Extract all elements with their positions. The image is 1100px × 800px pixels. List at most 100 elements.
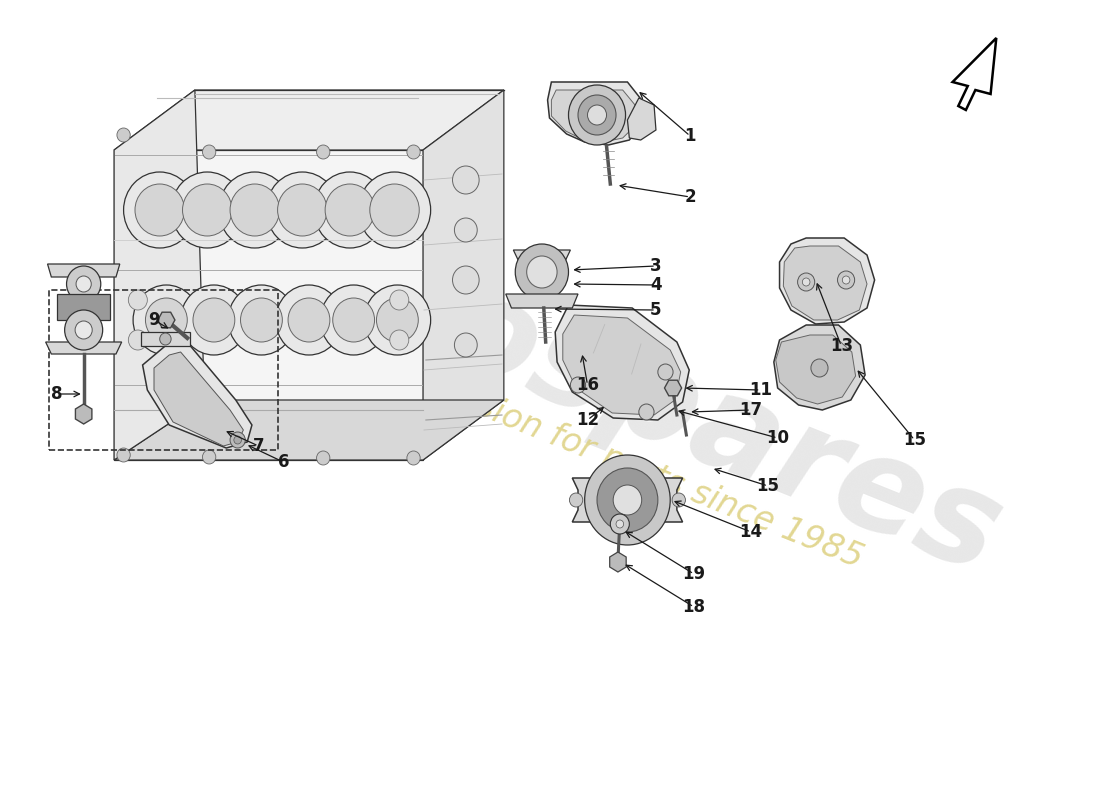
Circle shape	[454, 333, 477, 357]
Polygon shape	[114, 90, 205, 460]
Circle shape	[117, 128, 130, 142]
Circle shape	[317, 451, 330, 465]
Circle shape	[219, 172, 290, 248]
Polygon shape	[157, 312, 175, 328]
Circle shape	[277, 184, 327, 236]
Circle shape	[798, 273, 815, 291]
Polygon shape	[47, 264, 120, 277]
Circle shape	[160, 333, 172, 345]
Text: 15: 15	[903, 431, 926, 449]
Circle shape	[202, 450, 216, 464]
Circle shape	[407, 145, 420, 159]
Text: eurospares: eurospares	[198, 170, 1020, 600]
Text: 1: 1	[684, 127, 696, 145]
Text: 12: 12	[576, 411, 600, 429]
Circle shape	[76, 276, 91, 292]
Text: 13: 13	[829, 337, 852, 355]
Circle shape	[317, 145, 330, 159]
Circle shape	[266, 172, 339, 248]
Polygon shape	[154, 352, 243, 446]
Circle shape	[658, 364, 673, 380]
Polygon shape	[424, 90, 504, 460]
Polygon shape	[609, 552, 626, 572]
Circle shape	[228, 285, 295, 355]
Text: 9: 9	[148, 311, 159, 329]
Circle shape	[452, 166, 480, 194]
Text: 16: 16	[576, 376, 600, 394]
Circle shape	[314, 172, 386, 248]
Text: 17: 17	[739, 401, 762, 419]
Circle shape	[359, 172, 431, 248]
Circle shape	[454, 218, 477, 242]
Polygon shape	[143, 340, 252, 448]
Bar	[50, 290, 277, 450]
Text: 14: 14	[739, 523, 762, 541]
Circle shape	[66, 266, 101, 302]
Circle shape	[241, 298, 283, 342]
Text: 2: 2	[684, 188, 696, 206]
Text: 10: 10	[766, 429, 789, 447]
Circle shape	[672, 493, 685, 507]
Text: 6: 6	[277, 453, 289, 471]
Text: 3: 3	[650, 257, 662, 275]
Circle shape	[288, 298, 330, 342]
Circle shape	[135, 184, 185, 236]
Circle shape	[578, 95, 616, 135]
Circle shape	[129, 330, 147, 350]
Polygon shape	[627, 98, 656, 140]
Circle shape	[407, 451, 420, 465]
Circle shape	[172, 172, 243, 248]
Text: a passion for parts since 1985: a passion for parts since 1985	[387, 355, 867, 574]
Circle shape	[616, 520, 624, 528]
Circle shape	[364, 285, 431, 355]
Circle shape	[276, 285, 342, 355]
Polygon shape	[114, 150, 424, 460]
Text: 7: 7	[253, 437, 264, 455]
Circle shape	[389, 330, 409, 350]
Circle shape	[527, 256, 557, 288]
Circle shape	[585, 455, 670, 545]
Polygon shape	[45, 342, 122, 354]
Circle shape	[837, 271, 855, 289]
Polygon shape	[776, 335, 856, 404]
Circle shape	[587, 105, 606, 125]
Circle shape	[570, 493, 583, 507]
Circle shape	[811, 359, 828, 377]
Circle shape	[843, 276, 850, 284]
Circle shape	[230, 432, 245, 448]
Polygon shape	[783, 246, 867, 320]
Circle shape	[639, 404, 654, 420]
Circle shape	[389, 290, 409, 310]
Circle shape	[610, 514, 629, 534]
Circle shape	[202, 145, 216, 159]
Circle shape	[571, 377, 585, 393]
Circle shape	[802, 278, 810, 286]
Text: 15: 15	[757, 477, 780, 495]
Text: 19: 19	[682, 565, 705, 583]
Text: 18: 18	[682, 598, 705, 616]
Polygon shape	[780, 238, 874, 324]
Circle shape	[370, 184, 419, 236]
Circle shape	[129, 290, 147, 310]
Polygon shape	[572, 478, 683, 522]
Circle shape	[515, 244, 569, 300]
Circle shape	[192, 298, 234, 342]
Polygon shape	[556, 305, 690, 420]
Circle shape	[320, 285, 387, 355]
Polygon shape	[514, 250, 571, 262]
Circle shape	[452, 266, 480, 294]
Polygon shape	[664, 380, 682, 396]
Circle shape	[569, 85, 626, 145]
Circle shape	[75, 321, 92, 339]
Polygon shape	[953, 38, 997, 110]
Circle shape	[234, 436, 242, 444]
Circle shape	[230, 184, 279, 236]
Polygon shape	[76, 404, 92, 424]
Polygon shape	[563, 315, 681, 415]
Text: 8: 8	[52, 385, 63, 403]
Circle shape	[117, 448, 130, 462]
Text: 11: 11	[749, 381, 772, 399]
Polygon shape	[141, 332, 190, 346]
Text: 4: 4	[650, 276, 662, 294]
Polygon shape	[114, 90, 504, 150]
